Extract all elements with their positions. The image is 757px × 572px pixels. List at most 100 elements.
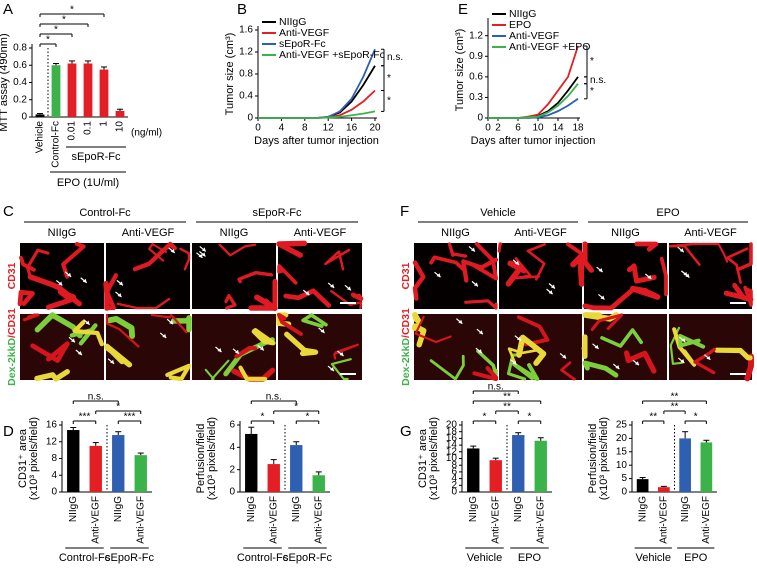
arrow-head (235, 349, 240, 354)
error-bar (115, 431, 122, 436)
bar (35, 114, 45, 117)
bar (83, 63, 93, 117)
y-axis-label: (x10³ pixels/field) (206, 417, 218, 500)
error-bar (639, 477, 646, 480)
significance: n.s. (266, 392, 282, 403)
y-tick-label: 20 (446, 420, 458, 431)
vessel (414, 315, 452, 344)
bar (512, 435, 525, 492)
bar (89, 445, 102, 492)
arrow-head (77, 350, 82, 355)
bar (112, 435, 125, 492)
x-tick-label: NIIgG (513, 496, 524, 522)
arrow-head (67, 272, 72, 277)
y-axis-label: (x10³ pixels/field) (428, 417, 440, 500)
row-label-part: CD31 (400, 262, 412, 289)
y-tick-label: 15 (616, 446, 628, 457)
micrograph (106, 243, 190, 309)
bar (290, 445, 303, 492)
vessel (472, 241, 498, 281)
arrow-head (201, 252, 206, 257)
vessel (516, 315, 550, 347)
y-tick-label: 18 (446, 426, 458, 437)
bar (245, 433, 258, 492)
legend-label: Anti-VEGF (509, 30, 559, 42)
y-axis-label: (x10³ pixels/field) (598, 417, 610, 500)
error-bar (37, 113, 43, 115)
arrow-head (634, 361, 639, 366)
error-bar (270, 459, 277, 465)
row-label-part: /CD31 (6, 308, 18, 338)
vessel (22, 313, 40, 322)
column-label: Anti-VEGF (294, 227, 347, 239)
vessel (744, 353, 754, 382)
vessel (116, 297, 171, 310)
micrograph (414, 314, 497, 380)
arrow-head (330, 283, 335, 288)
legend-label: NIIgG (509, 8, 536, 20)
vessel (582, 360, 619, 378)
vessel (276, 240, 308, 258)
y-tick-label: 10 (616, 460, 628, 471)
x-tick-label: 0.1 (83, 121, 94, 135)
x-tick-label: 0 (485, 123, 491, 134)
error-bar (69, 60, 75, 64)
vessel (234, 345, 258, 359)
arrow-head (305, 291, 310, 296)
error-bar (492, 457, 499, 461)
vessel (736, 242, 753, 272)
vessel (27, 274, 82, 307)
vessel (132, 241, 177, 272)
bar (134, 455, 147, 492)
bar (267, 464, 280, 492)
error-bar (101, 66, 107, 70)
error-bar (137, 452, 144, 456)
y-tick-label: 5 (621, 473, 627, 484)
error-bar (682, 431, 689, 439)
arrow-head (679, 248, 684, 253)
arrow-head (198, 253, 203, 258)
y-tick-label: 10 (446, 453, 458, 464)
y-tick-label: 6 (451, 467, 457, 478)
arrow-head (436, 273, 441, 278)
bar (51, 65, 61, 117)
column-label: NIIgG (48, 227, 77, 239)
bar (679, 438, 691, 492)
group-label: Vehicle (480, 207, 515, 219)
vessel (600, 328, 644, 348)
legend-label: Anti-VEGF (279, 27, 329, 39)
y-axis-label: Perfusion/field (587, 424, 599, 494)
y-tick-label: 14 (446, 440, 458, 451)
bar (312, 475, 325, 492)
x-tick-label: NIIgG (468, 496, 479, 522)
vessel (301, 313, 328, 328)
vessel (277, 264, 298, 285)
arrow-head (110, 359, 115, 364)
arrow-head (647, 274, 652, 279)
error-bar (703, 439, 710, 443)
arrow-head (615, 365, 620, 370)
vessel (350, 292, 364, 302)
arrow-head (594, 344, 599, 349)
y-tick-label: 1.2 (469, 30, 483, 41)
vessel (692, 242, 729, 263)
bar (67, 63, 77, 117)
x-tick-label: NIIgG (680, 496, 691, 522)
series-line (258, 65, 376, 119)
row-label: CD31 (6, 262, 18, 289)
column-label: NIIgG (611, 227, 640, 239)
arrow-head (320, 328, 325, 333)
y-tick-label: 4 (451, 473, 457, 484)
row-label-part: CD31 (6, 262, 18, 289)
arrow-head (548, 290, 553, 295)
panel-label: A (3, 1, 13, 18)
vessel (277, 313, 303, 336)
arrow-head (70, 338, 75, 343)
y-tick-label: 0.3 (469, 92, 483, 103)
vessel (25, 248, 50, 279)
legend-label: Anti-VEGF +EPO (509, 41, 590, 53)
vessel (526, 243, 546, 281)
arrow-head (600, 295, 605, 300)
vessel (106, 315, 136, 339)
